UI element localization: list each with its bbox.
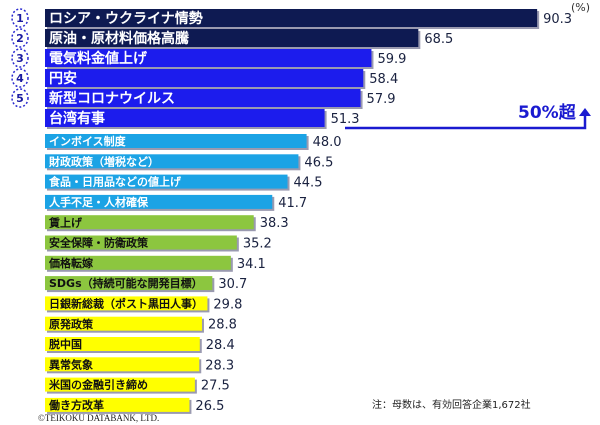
bar [45,276,213,291]
unit-label: (%) [571,1,591,14]
bar-label: 電気料金値上げ [49,50,148,67]
bar [45,69,364,87]
rank-badge [11,8,29,28]
rank-badge [11,68,29,88]
bar [45,89,361,107]
rank-number: 4 [16,72,24,85]
value-label: 34.1 [237,257,266,272]
footnote: 注：母数は、有効回答企業1,672社 [372,400,531,411]
bar [45,377,195,392]
value-label: 41.7 [278,196,307,211]
bar [45,316,202,331]
bar-label: 財政政策（増税など） [48,154,159,168]
value-label: 59.9 [377,52,406,67]
copyright: ©TEIKOKU DATABANK, LTD. [38,413,160,423]
bar-label: SDGs（持続可能な開発目標） [49,276,203,290]
bar-label: 人手不足・人材確保 [49,195,149,209]
value-label: 51.3 [331,112,360,127]
bar-label: 米国の金融引き締め [48,378,148,392]
bracket-line [345,114,587,130]
bar [45,49,372,67]
bar-label: 原発政策 [49,317,94,331]
rank-number: 5 [16,92,24,105]
bar [45,29,419,47]
bar-label: 日銀新総裁（ポスト黒田人事） [49,296,203,310]
bar-label: 異常気象 [49,357,93,371]
bar-label: 働き方改革 [48,398,104,412]
value-label: 46.5 [304,155,333,170]
bar-label: 台湾有事 [49,110,105,127]
bar-label: 賃上げ [48,215,83,229]
bar-label: 原油・原材料価格高騰 [49,30,190,47]
bar [45,174,288,189]
bar-label: 食品・日用品などの値上げ [49,175,182,189]
bar-label: ロシア・ウクライナ情勢 [49,10,203,27]
rank-number: 3 [16,52,24,65]
bar [45,397,190,412]
value-label: 28.4 [206,338,235,353]
rank-badge [11,88,29,108]
bar [45,337,200,351]
arrow-up-icon [579,108,591,116]
bar [45,235,237,250]
bar [45,215,254,230]
bar-label: 価格転嫁 [48,256,93,270]
bar [45,296,208,311]
bar-label: 新型コロナウイルス [49,90,175,107]
bar [45,194,273,209]
value-label: 38.3 [260,216,289,231]
rank-badge [11,48,29,68]
value-label: 90.3 [543,12,572,27]
value-label: 28.8 [208,318,237,333]
rank-badge [11,28,29,48]
value-label: 27.5 [201,379,230,394]
value-label: 26.5 [195,399,224,414]
bar [45,255,231,270]
value-label: 44.5 [294,176,323,191]
bar [45,109,325,127]
bar-label: インボイス制度 [49,134,127,148]
value-label: 58.4 [369,72,398,87]
bar-label: 円安 [49,70,77,87]
value-label: 68.5 [424,32,453,47]
rank-number: 2 [16,32,24,45]
value-label: 35.2 [243,237,272,252]
rank-number: 1 [16,12,24,25]
value-label: 28.3 [205,358,234,373]
value-label: 29.8 [213,297,242,312]
value-label: 57.9 [367,92,396,107]
bar [45,9,538,27]
value-label: 48.0 [313,135,342,150]
annotation-50-percent: 50%超 [518,103,576,123]
value-label: 30.7 [218,277,247,292]
bar-label: 安全保障・防衛政策 [49,236,149,250]
bar-label: 脱中国 [49,337,82,351]
bar [45,154,299,169]
bar [45,357,200,372]
bar [45,134,307,148]
